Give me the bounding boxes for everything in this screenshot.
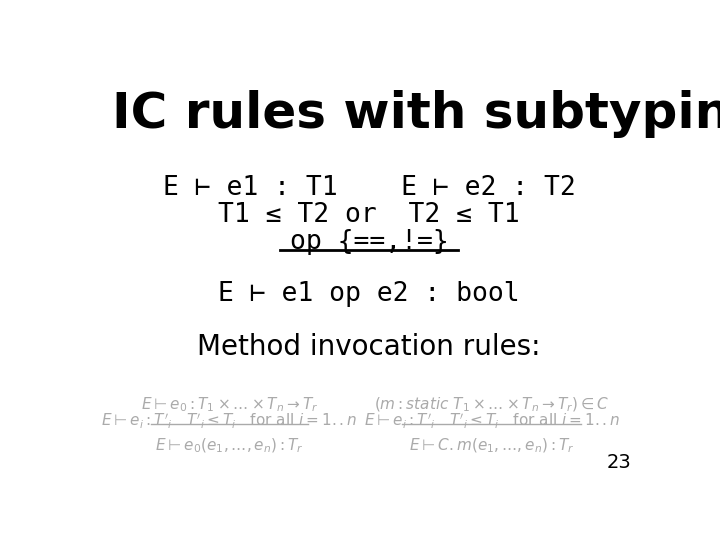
Text: Method invocation rules:: Method invocation rules:	[197, 333, 541, 361]
Text: $(m : \mathit{static}\ T_1 \times \ldots \times T_n \to T_r) \in C$: $(m : \mathit{static}\ T_1 \times \ldots…	[374, 395, 609, 414]
Text: T1 ≤ T2 or  T2 ≤ T1: T1 ≤ T2 or T2 ≤ T1	[218, 202, 520, 228]
Text: $E \vdash e_i : T'_i \quad T'_i \leq T_i \quad \mathrm{for\ all}\ i = 1..n$: $E \vdash e_i : T'_i \quad T'_i \leq T_i…	[102, 412, 358, 431]
Text: $E \vdash e_0 : T_1 \times \ldots \times T_n \to T_r$: $E \vdash e_0 : T_1 \times \ldots \times…	[141, 395, 318, 414]
Text: E ⊢ e1 op e2 : bool: E ⊢ e1 op e2 : bool	[218, 281, 520, 307]
Text: op {==,!=}: op {==,!=}	[289, 229, 449, 255]
Text: $E \vdash e_0(e_1, \ldots, e_n) : T_r$: $E \vdash e_0(e_1, \ldots, e_n) : T_r$	[155, 437, 304, 455]
Text: IC rules with subtyping: IC rules with subtyping	[112, 90, 720, 138]
Text: $E \vdash C.m(e_1, \ldots, e_n) : T_r$: $E \vdash C.m(e_1, \ldots, e_n) : T_r$	[409, 437, 575, 455]
Text: $E \vdash e_i : T'_i \quad T'_i \leq T_i \quad \mathrm{for\ all}\ i = 1..n$: $E \vdash e_i : T'_i \quad T'_i \leq T_i…	[364, 412, 620, 431]
Text: E ⊢ e1 : T1    E ⊢ e2 : T2: E ⊢ e1 : T1 E ⊢ e2 : T2	[163, 175, 575, 201]
Text: 23: 23	[606, 453, 631, 472]
